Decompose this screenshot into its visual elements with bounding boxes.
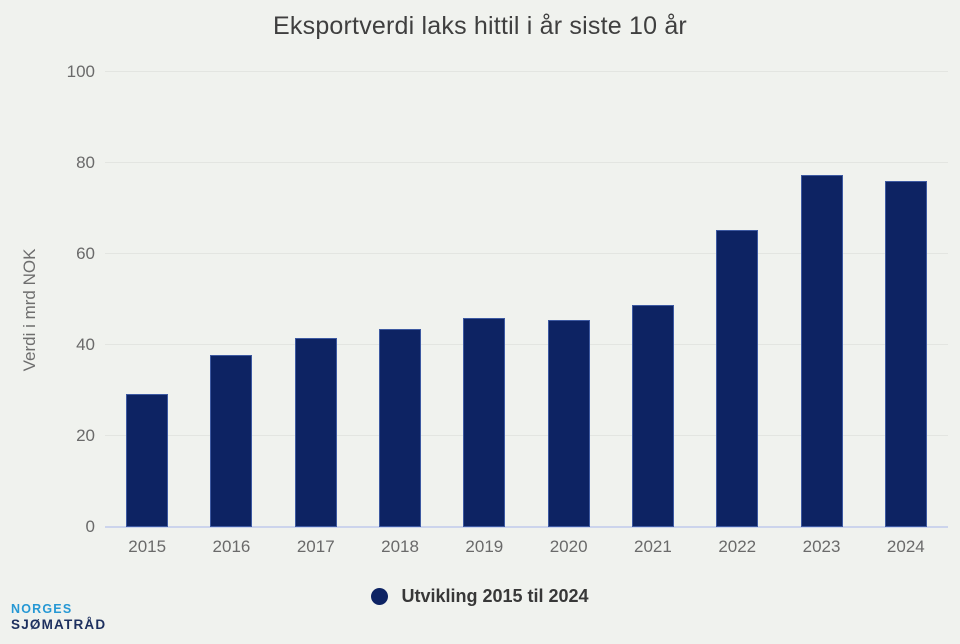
gridline-20: [105, 435, 948, 436]
bar-2016[interactable]: [210, 355, 253, 527]
bar-2020[interactable]: [547, 319, 590, 527]
y-tick-label-80: 80: [76, 153, 95, 172]
logo-line-sjomatrad: SJØMATRÅD: [11, 617, 107, 633]
x-axis-label-2016: 2016: [212, 537, 251, 556]
x-axis-label-2019: 2019: [465, 537, 504, 556]
bar-slot-2023: [779, 72, 863, 527]
bar-slot-2015: [105, 72, 189, 527]
bar-slot-2017: [274, 72, 358, 527]
x-axis-line: [105, 526, 948, 528]
legend-series-label: Utvikling 2015 til 2024: [401, 586, 589, 606]
x-axis-label-2024: 2024: [886, 537, 925, 556]
norges-sjomatrad-logo: NORGES SJØMATRÅD: [11, 602, 106, 634]
bar-2019[interactable]: [463, 318, 506, 527]
bar-slot-2022: [695, 72, 779, 527]
bar-2023[interactable]: [800, 174, 843, 527]
legend-series-marker-icon: [371, 588, 389, 605]
x-axis-label-2022: 2022: [718, 537, 757, 556]
bar-slot-2016: [189, 72, 273, 527]
bar-2017[interactable]: [294, 338, 337, 527]
gridline-40: [105, 344, 948, 345]
gridline-100: [105, 71, 948, 72]
y-tick-label-40: 40: [76, 335, 95, 354]
y-tick-label-60: 60: [76, 244, 95, 263]
x-axis-label-2020: 2020: [549, 537, 588, 556]
bar-slot-2019: [442, 72, 526, 527]
bar-slot-2018: [358, 72, 442, 527]
legend[interactable]: Utvikling 2015 til 2024: [0, 586, 960, 607]
y-tick-label-20: 20: [76, 426, 95, 445]
gridline-80: [105, 162, 948, 163]
x-axis-label-2018: 2018: [381, 537, 419, 556]
x-axis-labels: 2015 2016 2017 2018 2019 2020 2021 2022 2023 2024: [105, 537, 948, 557]
bar-2021[interactable]: [631, 304, 674, 527]
bar-series: [105, 72, 948, 527]
logo-line-norges: NORGES: [11, 602, 73, 616]
plot-area: [105, 71, 948, 528]
x-axis-label-2021: 2021: [634, 537, 672, 556]
bar-2024[interactable]: [884, 181, 927, 527]
bar-slot-2020: [526, 72, 610, 527]
x-axis-label-2023: 2023: [802, 537, 841, 556]
bar-slot-2024: [864, 72, 948, 527]
y-tick-label-0: 0: [85, 517, 95, 536]
x-axis-label-2015: 2015: [128, 537, 167, 556]
chart-title: Eksportverdi laks hittil i år siste 10 å…: [273, 12, 687, 40]
y-axis-tick-labels: 0 20 40 60 80 100: [0, 62, 95, 536]
x-axis-label-2017: 2017: [296, 537, 335, 556]
y-tick-label-100: 100: [66, 62, 95, 81]
bar-slot-2021: [611, 72, 695, 527]
bar-2015[interactable]: [126, 394, 169, 527]
gridline-60: [105, 253, 948, 254]
bar-2018[interactable]: [379, 329, 422, 527]
bar-2022[interactable]: [716, 229, 759, 527]
